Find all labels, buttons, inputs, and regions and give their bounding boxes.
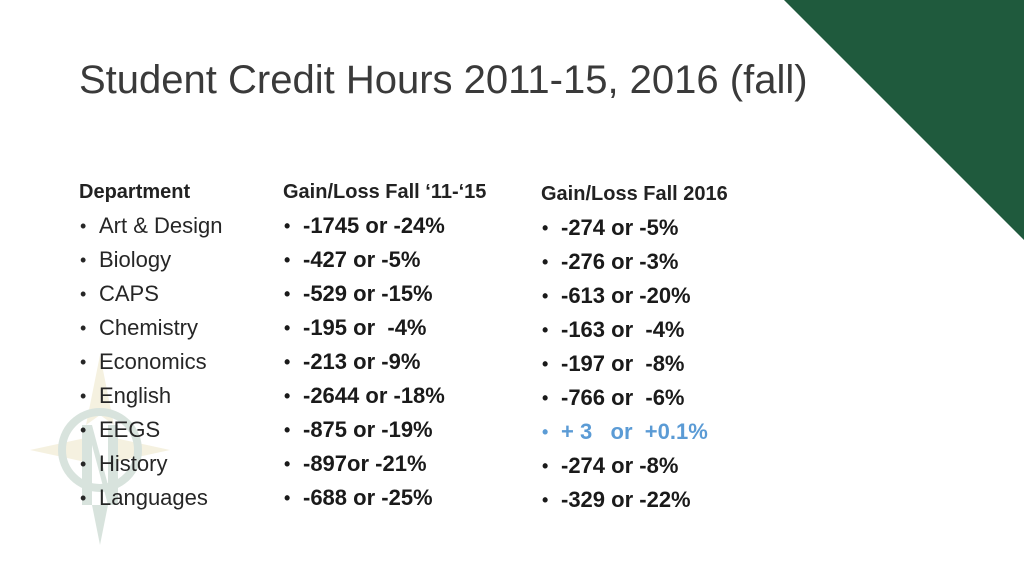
- gain-loss-2016-header: Gain/Loss Fall 2016: [541, 183, 728, 205]
- bullet: •: [284, 216, 291, 236]
- bullet: •: [542, 286, 549, 306]
- bullet: •: [542, 252, 549, 272]
- gain-loss-2011-15-list: • -1745 or -24% • -427 or -5% • -529 or -15…: [283, 209, 486, 515]
- gain-loss-2016-column: Gain/Loss Fall 2016 • -274 or -5% • -276 o…: [541, 179, 728, 517]
- list-item: • EEGS: [79, 413, 223, 447]
- bullet: •: [542, 354, 549, 374]
- bullet: •: [542, 320, 549, 340]
- bullet: •: [284, 420, 291, 440]
- list-item: • -274 or -5%: [541, 211, 728, 245]
- bullet: •: [80, 386, 87, 406]
- gain-loss-2016-list: • -274 or -5% • -276 or -3% • -613 or -20% …: [541, 211, 728, 517]
- list-item: • -329 or -22%: [541, 483, 728, 517]
- bullet: •: [80, 250, 87, 270]
- bullet: •: [542, 218, 549, 238]
- bullet: •: [284, 454, 291, 474]
- department-list: • Art & Design • Biology • CAPS • Chemistry …: [79, 209, 223, 515]
- list-item: • -274 or -8%: [541, 449, 728, 483]
- bullet: •: [80, 216, 87, 236]
- list-item: • -613 or -20%: [541, 279, 728, 313]
- page-title: Student Credit Hours 2011-15, 2016 (fall…: [79, 58, 808, 102]
- bullet: •: [542, 422, 549, 442]
- bullet: •: [284, 386, 291, 406]
- department-column: Department • Art & Design • Biology • CAPS …: [79, 179, 223, 515]
- gain-loss-2011-15-header: Gain/Loss Fall ‘11-‘15: [283, 181, 487, 203]
- bullet: •: [80, 420, 87, 440]
- list-item: • -529 or -15%: [283, 277, 486, 311]
- bullet: •: [80, 284, 87, 304]
- bullet: •: [542, 456, 549, 476]
- compass-logo-watermark: [30, 355, 170, 545]
- list-item: • CAPS: [79, 277, 223, 311]
- bullet: •: [80, 488, 87, 508]
- list-item: • Art & Design: [79, 209, 223, 243]
- list-item: • -163 or -4%: [541, 313, 728, 347]
- list-item-highlighted: • + 3 or +0.1%: [541, 415, 728, 449]
- bullet: •: [284, 250, 291, 270]
- bullet: •: [542, 490, 549, 510]
- bullet: •: [284, 352, 291, 372]
- list-item: • -276 or -3%: [541, 245, 728, 279]
- bullet: •: [284, 318, 291, 338]
- bullet: •: [284, 488, 291, 508]
- list-item: • -213 or -9%: [283, 345, 486, 379]
- list-item: • -2644 or -18%: [283, 379, 486, 413]
- bullet: •: [80, 454, 87, 474]
- list-item: • -897or -21%: [283, 447, 486, 481]
- department-header: Department: [79, 181, 191, 203]
- bullet: •: [80, 318, 87, 338]
- gain-loss-2011-15-column: Gain/Loss Fall ‘11-‘15 • -1745 or -24% • -…: [283, 179, 486, 515]
- list-item: • History: [79, 447, 223, 481]
- bullet: •: [284, 284, 291, 304]
- list-item: • -195 or -4%: [283, 311, 486, 345]
- list-item: • Languages: [79, 481, 223, 515]
- list-item: • -875 or -19%: [283, 413, 486, 447]
- list-item: • English: [79, 379, 223, 413]
- list-item: • -427 or -5%: [283, 243, 486, 277]
- list-item: • Economics: [79, 345, 223, 379]
- list-item: • -1745 or -24%: [283, 209, 486, 243]
- bullet: •: [542, 388, 549, 408]
- bullet: •: [80, 352, 87, 372]
- list-item: • -197 or -8%: [541, 347, 728, 381]
- corner-triangle-decoration: [784, 0, 1024, 240]
- list-item: • Chemistry: [79, 311, 223, 345]
- list-item: • -766 or -6%: [541, 381, 728, 415]
- list-item: • -688 or -25%: [283, 481, 486, 515]
- list-item: • Biology: [79, 243, 223, 277]
